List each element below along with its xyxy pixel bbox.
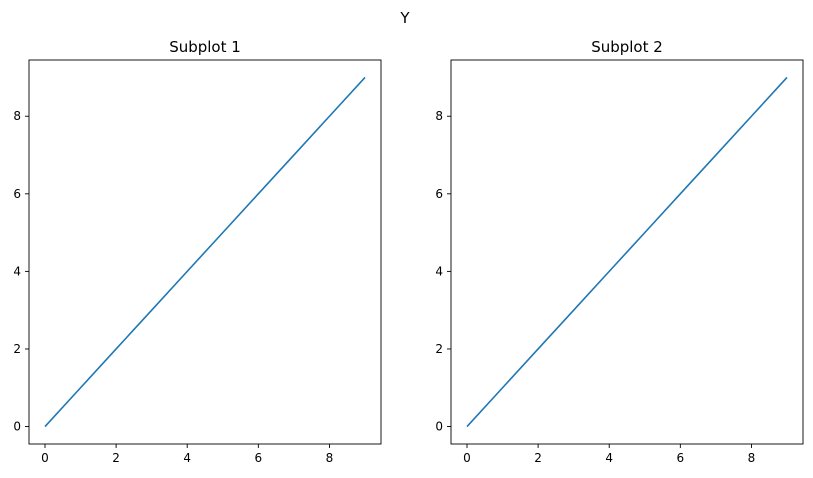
y-tick-label: 0 (13, 420, 21, 434)
subplot-title: Subplot 1 (169, 38, 241, 56)
axes-frame (28, 59, 382, 445)
y-tick-label: 8 (435, 109, 443, 123)
y-tick-label: 2 (13, 342, 21, 356)
y-tick-label: 4 (13, 264, 21, 278)
y-tick-label: 6 (13, 187, 21, 201)
figure-suptitle: Y (399, 9, 410, 27)
x-tick-label: 0 (41, 451, 49, 465)
x-tick-label: 6 (255, 451, 263, 465)
axes-frame (450, 59, 804, 445)
subplot-2: Subplot 2 0 2 4 6 8 0 2 4 6 8 (435, 38, 804, 465)
x-tick-label: 2 (112, 451, 120, 465)
x-tick-label: 8 (326, 451, 334, 465)
subplot-title: Subplot 2 (591, 38, 663, 56)
x-tick-label: 4 (605, 451, 613, 465)
y-tick-label: 4 (435, 264, 443, 278)
series-line (44, 76, 366, 428)
subplot-1: Subplot 1 0 2 4 6 8 0 2 4 6 8 (13, 38, 382, 465)
x-tick-label: 0 (463, 451, 471, 465)
y-tick-label: 8 (13, 109, 21, 123)
x-tick-label: 8 (748, 451, 756, 465)
y-tick-label: 6 (435, 187, 443, 201)
y-tick-label: 2 (435, 342, 443, 356)
series-line (466, 76, 788, 428)
y-tick-label: 0 (435, 420, 443, 434)
x-tick-label: 6 (677, 451, 685, 465)
x-tick-label: 4 (183, 451, 191, 465)
x-tick-label: 2 (534, 451, 542, 465)
